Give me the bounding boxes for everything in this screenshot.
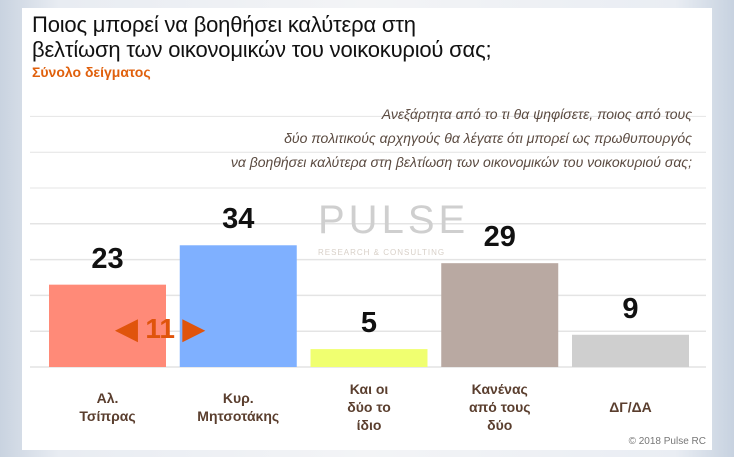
category-label: Κυρ. Μητσοτάκης bbox=[197, 390, 280, 424]
title-line: βελτίωση των οικονομικών του νοικοκυριού… bbox=[32, 37, 492, 62]
copyright: © 2018 Pulse RC bbox=[628, 436, 706, 447]
category-label: Αλ. Τσίπρας bbox=[79, 390, 136, 424]
bar bbox=[179, 245, 297, 367]
category-label: ΔΓ/ΔΑ bbox=[609, 399, 652, 415]
data-label: 29 bbox=[483, 221, 516, 254]
difference-label: ◀ 11 ▶ bbox=[116, 313, 205, 344]
category-label: Κανένας από τους δύο bbox=[468, 381, 531, 433]
data-label: 5 bbox=[360, 307, 378, 340]
bar bbox=[572, 334, 689, 367]
chart-panel bbox=[22, 8, 712, 450]
bar bbox=[49, 284, 166, 367]
subtitle: Σύνολο δείγματος bbox=[32, 64, 151, 80]
data-label: 34 bbox=[222, 203, 255, 236]
page-title: Ποιος μπορεί να βοηθήσει καλύτερα στη βελ… bbox=[32, 12, 492, 62]
data-label: 23 bbox=[91, 242, 124, 275]
data-label: 9 bbox=[622, 292, 639, 325]
question-line: Ανεξάρτητα από το τι θα ψηφίσετε, ποιος … bbox=[381, 106, 692, 122]
question-line: δύο πολιτικούς αρχηγούς θα λέγατε ότι μπ… bbox=[284, 130, 692, 146]
bar bbox=[441, 263, 559, 367]
pulse-logo-watermark: PULSE bbox=[318, 198, 470, 242]
bar bbox=[310, 349, 428, 367]
question-line: να βοηθήσει καλύτερα στη βελτίωση των οι… bbox=[230, 154, 692, 170]
question-text: Ανεξάρτητα από το τι θα ψηφίσετε, ποιος … bbox=[92, 102, 692, 174]
pulse-logo-tagline: RESEARCH & CONSULTING bbox=[318, 248, 446, 257]
title-line: Ποιος μπορεί να βοηθήσει καλύτερα στη bbox=[32, 12, 416, 37]
category-label: Και οι δύο το ίδιο bbox=[347, 381, 391, 433]
